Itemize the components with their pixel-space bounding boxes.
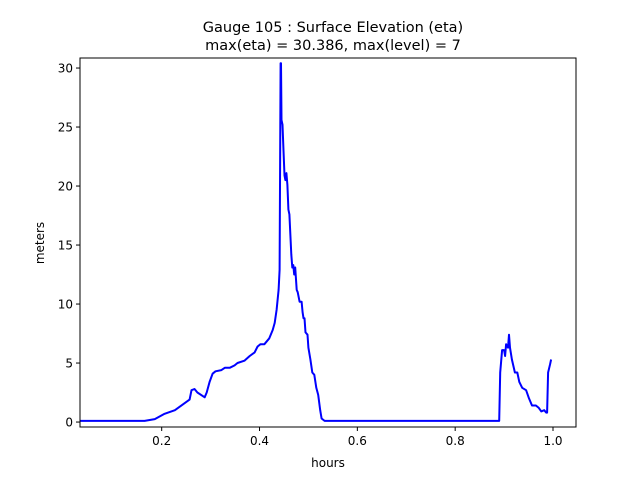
x-tick-label: 0.6: [348, 434, 367, 448]
y-axis-label: meters: [33, 222, 47, 264]
x-axis-ticks: 0.2 0.4 0.6 0.8 1.0: [152, 427, 563, 448]
x-tick-label: 0.2: [152, 434, 171, 448]
y-tick-label: 20: [58, 180, 73, 194]
y-tick-label: 15: [58, 239, 73, 253]
y-axis-ticks: 0 5 10 15 20 25 30: [58, 62, 80, 430]
y-tick-label: 30: [58, 62, 73, 76]
chart-subtitle: max(eta) = 30.386, max(level) = 7: [205, 38, 461, 54]
plot-area: [79, 57, 577, 428]
series-line-eta: [80, 62, 553, 422]
chart-title: Gauge 105 : Surface Elevation (eta): [203, 20, 463, 36]
x-axis-label: hours: [311, 456, 345, 470]
axes-frame: [79, 57, 577, 428]
x-tick-label: 0.4: [250, 434, 269, 448]
x-tick-label: 0.8: [446, 434, 465, 448]
y-tick-label: 0: [65, 416, 73, 430]
y-tick-label: 10: [58, 298, 73, 312]
x-tick-label: 1.0: [543, 434, 562, 448]
y-tick-label: 5: [65, 357, 73, 371]
y-tick-label: 25: [58, 121, 73, 135]
